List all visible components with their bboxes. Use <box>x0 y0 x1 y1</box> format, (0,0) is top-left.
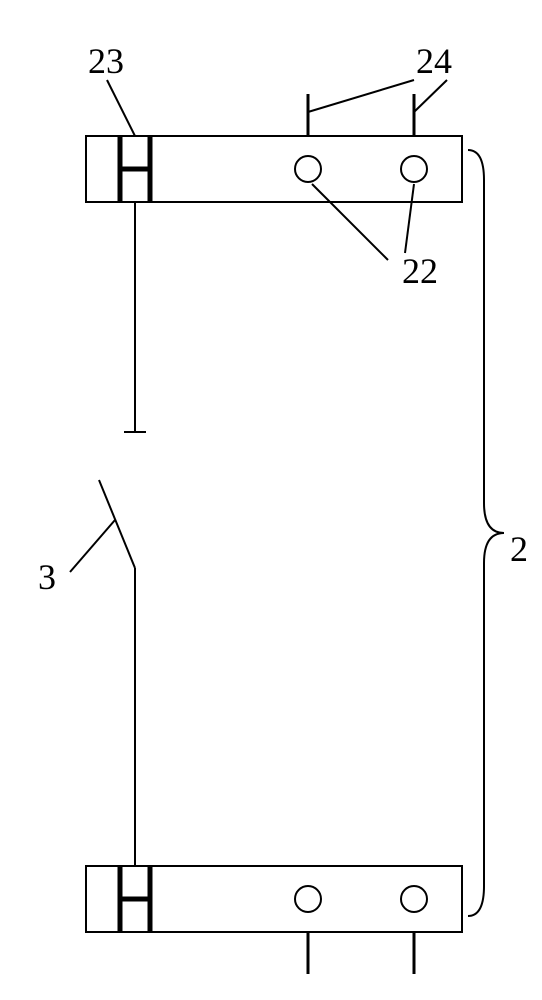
top-circle-2 <box>401 156 427 182</box>
top-circle-1 <box>295 156 321 182</box>
leader-24a <box>308 80 414 112</box>
leader-22a <box>312 184 388 260</box>
leader-3 <box>70 520 115 572</box>
leader-22b <box>405 184 414 253</box>
bottom-circle-2 <box>401 886 427 912</box>
diagram-canvas <box>0 0 542 1000</box>
leader-24b <box>414 80 447 112</box>
leader-23 <box>107 80 135 136</box>
label-24: 24 <box>416 40 452 82</box>
label-3: 3 <box>38 556 56 598</box>
label-2: 2 <box>510 528 528 570</box>
switch-blade <box>99 480 135 568</box>
brace-2 <box>468 150 504 916</box>
bottom-circle-1 <box>295 886 321 912</box>
label-22: 22 <box>402 250 438 292</box>
label-23: 23 <box>88 40 124 82</box>
